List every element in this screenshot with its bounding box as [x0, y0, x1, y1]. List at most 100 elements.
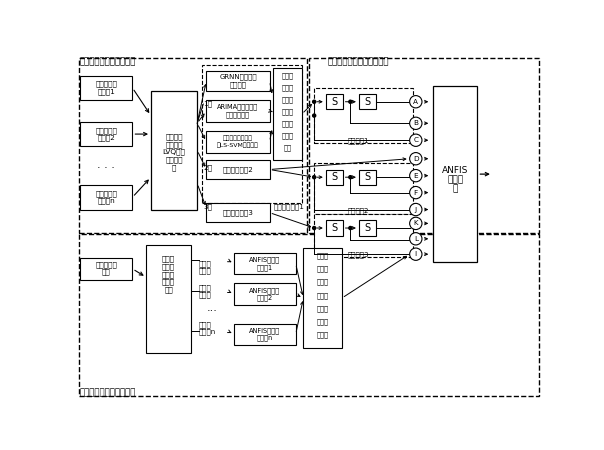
Text: 预测模: 预测模	[316, 266, 329, 272]
Text: 模型: 模型	[164, 286, 173, 293]
Text: J: J	[415, 207, 417, 212]
Text: 黄瓜温室: 黄瓜温室	[165, 134, 183, 140]
Text: 温室温度检: 温室温度检	[95, 190, 117, 197]
Text: 低频趋: 低频趋	[199, 260, 211, 267]
Text: 动部分n: 动部分n	[199, 328, 216, 335]
Text: 网络分类: 网络分类	[165, 157, 183, 163]
Text: 组合预测模型2: 组合预测模型2	[222, 166, 253, 173]
Text: 组合预测模型3: 组合预测模型3	[222, 209, 253, 216]
Circle shape	[313, 226, 316, 230]
Text: E: E	[414, 173, 418, 179]
Text: 最小二乘支持向量: 最小二乘支持向量	[223, 135, 253, 141]
Text: ANFIS神经网: ANFIS神经网	[249, 256, 280, 263]
Bar	[207, 100, 269, 122]
Text: 加和得: 加和得	[316, 305, 329, 312]
Bar	[272, 68, 302, 160]
Text: L: L	[414, 236, 418, 242]
Bar	[234, 324, 296, 345]
Bar	[234, 252, 296, 274]
Text: S: S	[364, 223, 370, 233]
Bar	[207, 203, 269, 222]
Bar	[234, 284, 296, 305]
Text: 微分回路3: 微分回路3	[347, 251, 369, 257]
Text: 动部分: 动部分	[199, 292, 211, 298]
Text: 环境温度: 环境温度	[165, 141, 183, 148]
Bar	[303, 248, 342, 348]
Text: 型值等: 型值等	[316, 279, 329, 285]
Bar	[207, 160, 269, 179]
Text: 室湿度: 室湿度	[162, 263, 175, 270]
Circle shape	[410, 233, 422, 245]
Text: 黄瓜温室温度校正融合模型: 黄瓜温室温度校正融合模型	[327, 57, 389, 66]
Text: C: C	[413, 137, 419, 143]
Text: 测模型: 测模型	[281, 84, 293, 91]
Circle shape	[410, 153, 422, 165]
Text: · · ·: · · ·	[97, 163, 115, 173]
Text: 机LS-SVM预测模型: 机LS-SVM预测模型	[217, 143, 259, 148]
Circle shape	[313, 100, 316, 104]
Text: 温室温度检: 温室温度检	[95, 81, 117, 87]
Text: 神经网: 神经网	[447, 175, 463, 184]
Text: 高频波: 高频波	[199, 322, 211, 328]
Text: ANFIS: ANFIS	[442, 166, 468, 175]
Text: 和得到: 和得到	[281, 121, 293, 127]
Bar	[207, 131, 269, 153]
Text: 3类: 3类	[204, 203, 212, 210]
Bar	[79, 58, 307, 234]
Text: 测点值n: 测点值n	[97, 198, 115, 204]
Text: GRNN神经网络: GRNN神经网络	[219, 74, 257, 81]
Text: ···: ···	[207, 306, 217, 316]
Bar	[80, 122, 132, 146]
Text: LVQ神经: LVQ神经	[162, 149, 185, 156]
Text: 三个预: 三个预	[281, 72, 293, 79]
Bar	[326, 170, 342, 185]
Text: 小波分: 小波分	[162, 271, 175, 278]
Text: 黄瓜温: 黄瓜温	[162, 256, 175, 262]
Text: 重相加: 重相加	[281, 108, 293, 115]
Text: A: A	[413, 99, 419, 105]
Circle shape	[410, 134, 422, 146]
Text: F: F	[414, 189, 418, 196]
Circle shape	[313, 176, 316, 179]
Text: 黄瓜温室湿度预测子系统: 黄瓜温室湿度预测子系统	[80, 388, 137, 397]
Bar	[80, 258, 132, 279]
Text: B: B	[413, 120, 419, 126]
Text: 络模型1: 络模型1	[257, 264, 273, 270]
Circle shape	[410, 170, 422, 182]
Text: D: D	[413, 156, 419, 162]
Bar	[151, 91, 197, 210]
Bar	[309, 58, 539, 234]
Text: 组合预测模型1: 组合预测模型1	[273, 203, 304, 210]
Bar	[326, 94, 342, 109]
Text: 1类: 1类	[204, 101, 213, 108]
Bar	[202, 65, 302, 203]
Text: 络模型2: 络模型2	[257, 295, 273, 302]
Text: ANFIS神经网: ANFIS神经网	[249, 327, 280, 334]
Bar	[79, 234, 539, 396]
Text: S: S	[364, 97, 370, 107]
Text: 温室湿度检: 温室湿度检	[95, 261, 117, 267]
Text: 测点值1: 测点值1	[97, 89, 115, 95]
Circle shape	[313, 114, 316, 117]
Text: 各分量: 各分量	[316, 252, 329, 259]
Text: 值等权: 值等权	[281, 96, 293, 103]
Text: 微分回路2: 微分回路2	[347, 207, 369, 214]
Text: 到融合: 到融合	[316, 319, 329, 325]
Text: 测值: 测值	[102, 269, 111, 275]
Text: 解分解: 解分解	[162, 279, 175, 285]
Text: 温室温度检: 温室温度检	[95, 127, 117, 134]
Text: 预测模型: 预测模型	[230, 81, 246, 88]
Text: K: K	[414, 220, 418, 226]
Circle shape	[349, 176, 352, 179]
Bar	[314, 88, 413, 143]
Text: 高频波: 高频波	[199, 285, 211, 292]
Text: ARIMA自回归滑动: ARIMA自回归滑动	[217, 104, 259, 110]
Bar	[359, 94, 376, 109]
Circle shape	[410, 95, 422, 108]
Text: 微分回路1: 微分回路1	[347, 137, 369, 144]
Bar	[314, 214, 413, 257]
Circle shape	[410, 203, 422, 216]
Text: 权重相: 权重相	[316, 292, 329, 299]
Text: 势部分: 势部分	[199, 267, 211, 274]
Text: S: S	[331, 97, 337, 107]
